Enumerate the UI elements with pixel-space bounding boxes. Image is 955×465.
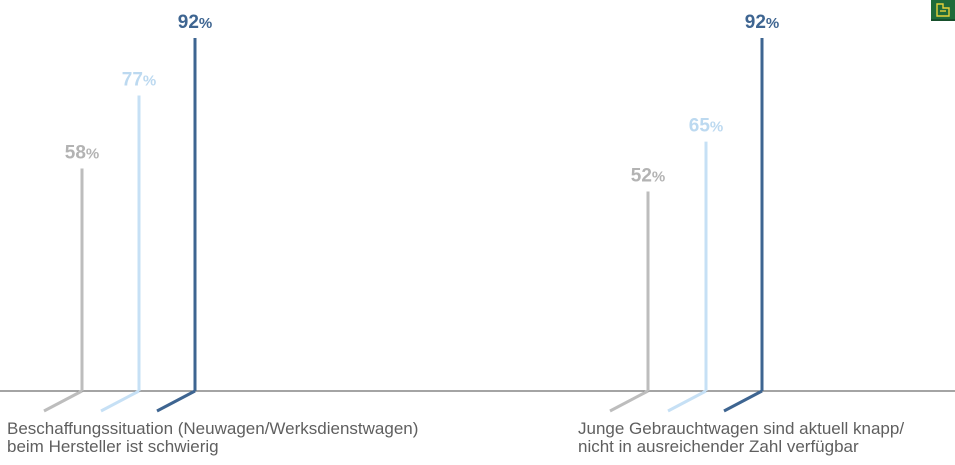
bar-foot	[43, 389, 83, 413]
category-label-1-line-2: beim Hersteller ist schwierig	[7, 437, 219, 456]
bar-foot	[667, 389, 707, 413]
bar-value-label: 92%	[745, 12, 779, 33]
bar-foot	[723, 389, 763, 413]
bar-value-label: 77%	[122, 70, 156, 91]
bar-group-2-series-3: 92%	[723, 12, 779, 413]
category-label-2-line-2: nicht in ausreichender Zahl verfügbar	[578, 437, 859, 456]
bar-value-label: 65%	[689, 116, 723, 137]
category-label-1-line-1: Beschaffungssituation (Neuwagen/Werksdie…	[7, 419, 419, 438]
bar-group-1-series-3: 92%	[156, 12, 212, 413]
category-label-2: Junge Gebrauchtwagen sind aktuell knapp/…	[578, 420, 904, 456]
bar-foot	[100, 389, 140, 413]
bar-value-label: 92%	[178, 12, 212, 33]
category-label-1: Beschaffungssituation (Neuwagen/Werksdie…	[7, 420, 418, 456]
category-label-2-line-1: Junge Gebrauchtwagen sind aktuell knapp/	[578, 419, 905, 438]
bar-group-1-series-1: 58%	[43, 142, 99, 413]
bar-group-1-series-2: 77%	[100, 70, 156, 413]
bar-value-label: 52%	[631, 165, 665, 186]
bar-value-label: 58%	[65, 142, 99, 163]
bar-foot	[609, 389, 649, 413]
bars-layer: 58% 52% 77% 65% 92% 92%	[43, 12, 779, 413]
bar-foot	[156, 389, 196, 413]
corner-logo-icon	[931, 0, 955, 21]
bar-group-2-series-1: 52%	[609, 165, 665, 413]
bar-group-2-series-2: 65%	[667, 116, 723, 413]
